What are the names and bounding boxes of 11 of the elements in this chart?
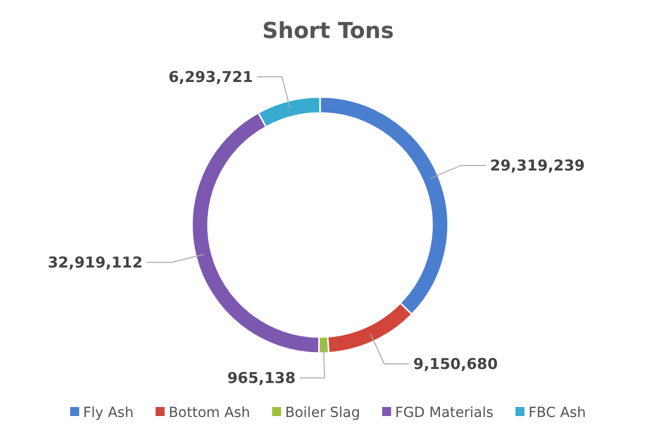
data-label: 965,138 [227,369,296,388]
data-label: 32,919,112 [48,254,143,272]
legend-label: FGD Materials [395,404,494,421]
legend-label: Fly Ash [83,404,134,421]
data-label: 9,150,680 [413,355,498,374]
chart-title: Short Tons [262,19,394,44]
data-label: 6,293,721 [168,68,253,86]
data-label: 29,319,239 [490,156,585,175]
legend-label: Bottom Ash [168,404,250,421]
legend-label: Boiler Slag [285,404,360,421]
legend-label: FBC Ash [528,404,586,421]
